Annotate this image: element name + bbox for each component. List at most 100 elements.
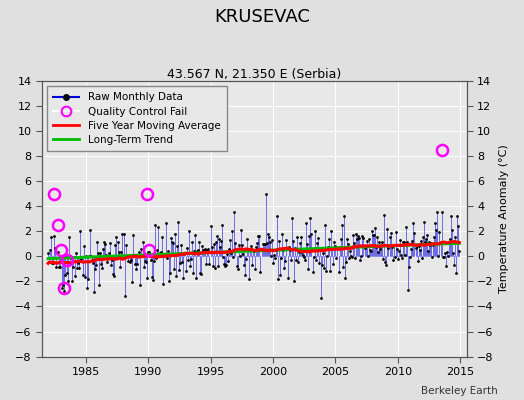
- Point: [274, 276, 282, 282]
- Point: [234, 242, 243, 248]
- Point: [293, 234, 301, 241]
- Point: [391, 228, 400, 235]
- Point: [117, 249, 125, 255]
- Point: [364, 253, 372, 260]
- Point: [356, 257, 365, 264]
- Point: [227, 250, 235, 256]
- Point: [278, 231, 287, 238]
- Point: [112, 234, 120, 240]
- Point: [57, 253, 65, 259]
- Point: [99, 246, 107, 252]
- Point: [70, 254, 79, 261]
- Point: [395, 248, 403, 254]
- Point: [301, 256, 309, 263]
- Point: [453, 213, 461, 220]
- Point: [158, 281, 167, 288]
- Point: [149, 277, 158, 283]
- Point: [119, 254, 127, 261]
- Point: [325, 236, 333, 242]
- Point: [377, 242, 385, 249]
- Point: [76, 228, 84, 234]
- Point: [431, 220, 440, 226]
- Point: [120, 230, 128, 237]
- Point: [280, 264, 289, 271]
- Point: [116, 264, 124, 270]
- Point: [368, 228, 376, 234]
- Point: [256, 269, 265, 276]
- Point: [73, 265, 82, 271]
- Point: [85, 227, 94, 234]
- Point: [291, 244, 299, 251]
- Point: [245, 276, 253, 282]
- Point: [233, 266, 242, 272]
- Point: [79, 243, 88, 250]
- Point: [430, 234, 439, 240]
- Point: [289, 238, 297, 244]
- Point: [302, 220, 310, 226]
- Point: [224, 258, 233, 264]
- Point: [426, 242, 434, 248]
- Point: [248, 262, 256, 268]
- Point: [307, 231, 315, 237]
- Point: [250, 248, 258, 254]
- Point: [365, 236, 373, 242]
- Point: [387, 244, 396, 250]
- Point: [200, 247, 209, 253]
- Point: [125, 252, 134, 259]
- Point: [231, 240, 239, 246]
- Point: [372, 244, 380, 250]
- Point: [229, 254, 237, 260]
- Point: [406, 253, 414, 260]
- Point: [425, 238, 433, 245]
- Point: [324, 244, 332, 250]
- Point: [444, 252, 452, 259]
- Point: [314, 260, 323, 266]
- Point: [386, 230, 395, 236]
- Point: [77, 256, 85, 262]
- Point: [159, 253, 168, 259]
- Point: [223, 251, 232, 257]
- Point: [432, 227, 441, 234]
- Point: [162, 255, 171, 262]
- Point: [359, 235, 368, 242]
- Point: [255, 233, 264, 239]
- Point: [150, 258, 158, 264]
- Point: [427, 240, 435, 247]
- Point: [215, 236, 223, 242]
- Point: [273, 213, 281, 220]
- Point: [316, 295, 325, 301]
- Point: [161, 220, 170, 226]
- Point: [144, 248, 152, 255]
- Point: [305, 233, 313, 239]
- Point: [351, 255, 359, 262]
- Point: [141, 258, 149, 264]
- Point: [268, 237, 276, 243]
- Point: [202, 261, 211, 267]
- Point: [354, 232, 363, 239]
- Point: [157, 234, 166, 240]
- Point: [75, 265, 83, 271]
- Point: [396, 237, 404, 243]
- Point: [328, 246, 336, 252]
- Y-axis label: Temperature Anomaly (°C): Temperature Anomaly (°C): [499, 144, 509, 293]
- Point: [411, 245, 420, 251]
- Point: [72, 250, 81, 256]
- Point: [455, 248, 463, 254]
- Point: [244, 246, 252, 252]
- Point: [208, 243, 216, 250]
- Point: [101, 241, 110, 247]
- Point: [298, 249, 307, 255]
- Point: [251, 266, 259, 272]
- Point: [195, 239, 203, 246]
- Point: [53, 248, 62, 255]
- Point: [412, 243, 421, 249]
- Point: [450, 262, 458, 268]
- Point: [286, 247, 294, 253]
- Point: [332, 254, 341, 261]
- Point: [292, 257, 300, 264]
- Point: [114, 239, 122, 246]
- Point: [309, 254, 318, 260]
- Point: [80, 274, 89, 280]
- Point: [100, 239, 108, 246]
- Point: [66, 260, 74, 266]
